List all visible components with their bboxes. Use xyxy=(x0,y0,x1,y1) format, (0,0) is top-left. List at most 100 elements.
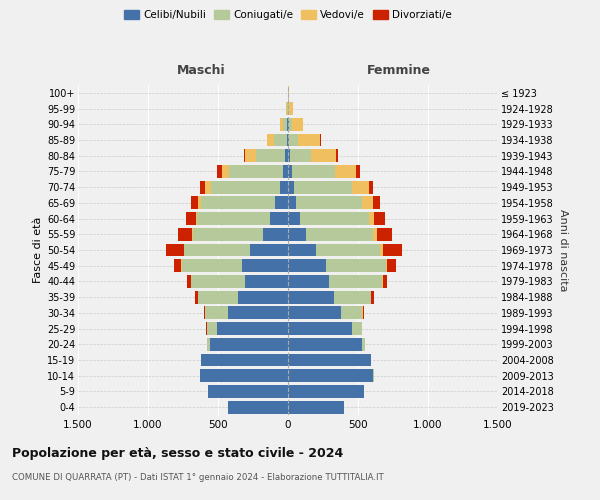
Bar xyxy=(361,196,373,209)
Bar xyxy=(341,306,362,320)
Bar xyxy=(334,290,371,304)
Bar xyxy=(199,196,201,209)
Bar xyxy=(193,228,263,240)
Bar xyxy=(217,165,221,178)
Bar xyxy=(288,275,329,288)
Bar xyxy=(288,322,352,335)
Bar xyxy=(200,180,205,194)
Bar xyxy=(288,290,334,304)
Bar xyxy=(201,354,288,366)
Bar xyxy=(283,165,288,178)
Bar xyxy=(280,180,288,194)
Bar xyxy=(300,212,368,225)
Bar xyxy=(292,118,303,130)
Bar xyxy=(184,244,250,256)
Bar xyxy=(287,118,288,130)
Bar xyxy=(244,150,245,162)
Bar xyxy=(270,212,288,225)
Bar xyxy=(166,244,184,256)
Bar xyxy=(187,275,191,288)
Bar xyxy=(320,134,321,146)
Bar xyxy=(288,306,341,320)
Bar xyxy=(362,306,364,320)
Bar xyxy=(263,228,288,240)
Bar xyxy=(228,400,288,413)
Bar xyxy=(369,180,373,194)
Bar xyxy=(288,370,373,382)
Text: Popolazione per età, sesso e stato civile - 2024: Popolazione per età, sesso e stato civil… xyxy=(12,448,343,460)
Bar xyxy=(207,322,217,335)
Bar xyxy=(197,212,270,225)
Bar xyxy=(293,180,352,194)
Bar xyxy=(283,118,287,130)
Bar xyxy=(228,306,288,320)
Bar xyxy=(368,212,374,225)
Text: Femmine: Femmine xyxy=(367,64,431,78)
Bar xyxy=(196,290,198,304)
Y-axis label: Anni di nascita: Anni di nascita xyxy=(557,208,568,291)
Bar xyxy=(242,260,288,272)
Bar xyxy=(316,244,380,256)
Bar xyxy=(335,165,356,178)
Bar xyxy=(186,212,196,225)
Bar xyxy=(382,275,383,288)
Bar xyxy=(200,354,201,366)
Bar xyxy=(388,260,396,272)
Bar xyxy=(288,354,371,366)
Bar xyxy=(288,400,344,413)
Bar xyxy=(191,196,199,209)
Bar xyxy=(288,260,326,272)
Bar xyxy=(221,165,229,178)
Bar xyxy=(298,134,320,146)
Bar xyxy=(288,165,292,178)
Y-axis label: Fasce di età: Fasce di età xyxy=(32,217,43,283)
Bar xyxy=(352,322,361,335)
Bar xyxy=(229,165,283,178)
Bar xyxy=(207,338,209,350)
Bar xyxy=(288,180,293,194)
Bar xyxy=(285,150,288,162)
Bar xyxy=(178,228,192,240)
Bar xyxy=(311,150,337,162)
Bar xyxy=(329,275,382,288)
Bar xyxy=(250,244,288,256)
Bar xyxy=(205,180,211,194)
Bar xyxy=(192,228,193,240)
Bar xyxy=(337,150,338,162)
Bar xyxy=(292,165,335,178)
Bar xyxy=(288,134,289,146)
Bar xyxy=(356,165,360,178)
Bar xyxy=(362,338,365,350)
Bar xyxy=(208,385,288,398)
Bar xyxy=(383,244,402,256)
Bar xyxy=(199,290,238,304)
Bar xyxy=(386,260,388,272)
Bar xyxy=(200,370,288,382)
Bar xyxy=(296,196,361,209)
Bar xyxy=(286,102,287,115)
Bar xyxy=(352,180,369,194)
Bar xyxy=(204,306,205,320)
Bar xyxy=(196,212,197,225)
Bar xyxy=(245,150,256,162)
Bar xyxy=(288,212,300,225)
Bar xyxy=(288,150,290,162)
Bar xyxy=(288,118,289,130)
Bar xyxy=(256,150,285,162)
Bar xyxy=(288,228,306,240)
Bar xyxy=(217,322,288,335)
Bar xyxy=(289,118,292,130)
Bar xyxy=(373,196,380,209)
Bar xyxy=(289,134,298,146)
Bar xyxy=(287,134,288,146)
Bar xyxy=(288,385,364,398)
Bar xyxy=(288,244,316,256)
Bar xyxy=(373,228,377,240)
Bar xyxy=(201,196,275,209)
Bar xyxy=(267,134,274,146)
Bar xyxy=(380,244,383,256)
Bar xyxy=(306,228,373,240)
Text: COMUNE DI QUARRATA (PT) - Dati ISTAT 1° gennaio 2024 - Elaborazione TUTTITALIA.I: COMUNE DI QUARRATA (PT) - Dati ISTAT 1° … xyxy=(12,472,384,482)
Bar xyxy=(238,290,288,304)
Bar xyxy=(288,338,362,350)
